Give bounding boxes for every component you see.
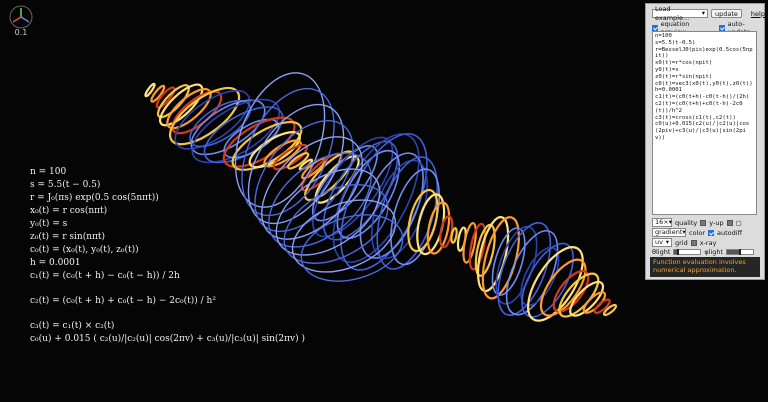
surface-ring xyxy=(174,89,251,150)
equation-line: r = J₀(πs) exp(0.5 cos(5nπt)) xyxy=(30,193,159,203)
surface-ring xyxy=(231,121,303,171)
equation-line: c₀(u) + 0.015 ( c₂(u)/|c₂(u)| cos(2πv) +… xyxy=(30,334,306,344)
surface-ring xyxy=(171,90,223,135)
surface-ring xyxy=(166,88,212,130)
light-phi-fill xyxy=(727,250,741,254)
color-select[interactable]: gradient ▾ xyxy=(652,228,686,237)
surface-lobe-ring xyxy=(261,136,363,240)
help-link[interactable]: help xyxy=(750,9,765,18)
y-up-label: y-up xyxy=(709,218,724,227)
equation-preview-checkbox[interactable] xyxy=(652,25,658,31)
quality-select[interactable]: 16× ▾ xyxy=(652,218,672,227)
light-theta-fill xyxy=(674,250,679,254)
surface-lobe-ring xyxy=(283,184,389,264)
surface-ring xyxy=(593,298,611,315)
parametric-surface xyxy=(144,72,618,322)
control-panel: Load example... ▾ update help equation p… xyxy=(645,3,765,280)
light-theta-thumb[interactable] xyxy=(677,249,680,255)
surface-lobe-ring xyxy=(234,72,326,208)
surface-ring xyxy=(497,222,552,316)
surface-ring xyxy=(155,86,176,109)
surface-ring xyxy=(332,133,420,264)
axes-gizmo[interactable]: 0.1 xyxy=(5,5,37,39)
surface-ring xyxy=(468,222,487,271)
equation-line: s = 5.5(t − 0.5) xyxy=(30,180,101,190)
light-theta-slider[interactable] xyxy=(673,249,702,255)
surface-ring xyxy=(376,156,439,270)
chevron-down-icon: ▾ xyxy=(701,9,705,17)
surface-ring xyxy=(156,84,190,119)
surface-ring xyxy=(462,222,477,264)
grid-select-value: uv xyxy=(655,238,663,246)
surface-ring xyxy=(521,242,574,318)
surface-ring xyxy=(450,227,458,244)
surface-ring xyxy=(169,86,241,146)
auto-update-checkbox[interactable] xyxy=(718,25,725,31)
status-message: Function evaluation involves numerical a… xyxy=(650,257,760,277)
autodiff-checkbox[interactable] xyxy=(708,229,715,236)
surface-ring xyxy=(359,152,424,259)
quality-select-value: 16× xyxy=(655,218,669,226)
equation-preview: n = 100 s = 5.5(t − 0.5) r = J₀(πs) exp(… xyxy=(30,166,305,360)
surface-lobe-ring xyxy=(268,152,372,248)
chevron-down-icon: ▾ xyxy=(682,228,686,236)
surface-ring xyxy=(159,83,204,127)
surface-lobe-ring xyxy=(291,199,397,273)
grid-select[interactable]: uv ▾ xyxy=(652,238,672,247)
light-theta-label: θlight xyxy=(652,248,671,256)
surface-ring xyxy=(527,246,584,322)
y-up-checkbox[interactable] xyxy=(700,219,707,226)
chevron-down-icon: ▾ xyxy=(665,238,669,246)
surface-lobe-ring xyxy=(275,168,381,256)
light-phi-thumb[interactable] xyxy=(739,249,742,255)
x-ray-label: x-ray xyxy=(699,238,717,247)
equation-editor[interactable]: n=100 s=5.5(t-0.5) r=BesselJ0(pis)exp(0.… xyxy=(652,31,757,215)
surface-lobe-ring xyxy=(300,214,404,282)
chevron-down-icon: ▾ xyxy=(668,218,672,226)
surface-ring xyxy=(336,149,401,239)
grid-label: grid xyxy=(675,238,688,247)
surface-ring xyxy=(426,201,451,255)
equation-line: c₂(t) = (c₀(t + h) + c₀(t − h) − 2c₀(t))… xyxy=(30,296,216,306)
update-button[interactable]: update xyxy=(711,9,742,18)
surface-ring xyxy=(552,269,590,313)
x-ray-checkbox[interactable] xyxy=(690,239,697,246)
light-phi-label: φlight xyxy=(704,248,724,256)
light-phi-slider[interactable] xyxy=(726,249,755,255)
surface-lobe-ring xyxy=(241,87,335,217)
extra-option-checkbox[interactable] xyxy=(726,219,733,226)
surface-ring xyxy=(407,188,439,253)
equation-line: c₃(t) = c₁(t) × c₂(t) xyxy=(30,321,115,331)
axes-gizmo-icon xyxy=(9,5,33,29)
quality-label: quality xyxy=(675,218,698,227)
surface-lobe-ring xyxy=(247,103,345,225)
surface-ring xyxy=(539,258,587,317)
example-select-value: Load example... xyxy=(655,4,690,22)
equation-line: n = 100 xyxy=(30,167,67,177)
version-label: 0.1 xyxy=(14,28,28,37)
surface-ring xyxy=(248,131,301,169)
surface-ring xyxy=(263,139,302,168)
square-icon: ▢ xyxy=(735,218,742,227)
surface-ring xyxy=(340,132,428,271)
surface-ring xyxy=(520,246,560,307)
surface-ring xyxy=(150,84,166,103)
equation-line: c₀(t) = (x₀(t), y₀(t), z₀(t)) xyxy=(30,245,139,255)
autodiff-label: autodiff xyxy=(717,228,743,237)
color-select-value: gradient xyxy=(655,228,683,236)
color-label: color xyxy=(689,228,706,237)
surface-ring xyxy=(569,280,605,317)
equation-line: x₀(t) = r cos(nπt) xyxy=(30,206,108,216)
surface-ring xyxy=(144,82,156,98)
surface-ring xyxy=(286,152,310,170)
example-select[interactable]: Load example... ▾ xyxy=(652,5,708,22)
equation-line: c₁(t) = (c₀(t + h) − c₀(t − h)) / 2h xyxy=(30,271,180,281)
equation-line: z₀(t) = r sin(nπt) xyxy=(30,232,106,242)
surface-ring xyxy=(602,303,618,317)
equation-line: y₀(t) = s xyxy=(30,219,68,229)
equation-line: h = 0.0001 xyxy=(30,258,81,268)
